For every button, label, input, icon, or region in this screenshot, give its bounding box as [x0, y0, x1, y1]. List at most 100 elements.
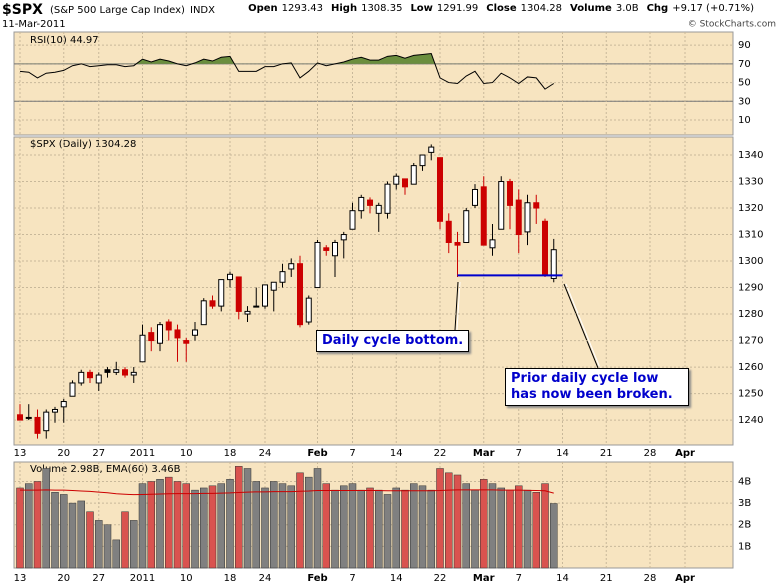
candle-body	[445, 220, 452, 243]
quote-value: +9.17 (+0.71%)	[672, 3, 754, 14]
volume-bar	[235, 466, 243, 569]
volume-bar	[112, 539, 120, 569]
candle-body	[209, 300, 216, 307]
candle-body	[148, 332, 155, 342]
candle-body	[498, 181, 505, 230]
rsi-line	[19, 52, 555, 90]
volume-bar	[121, 511, 129, 569]
candle-body	[297, 263, 303, 326]
y-tick-label: 1260	[738, 362, 763, 373]
candle-body	[17, 414, 23, 421]
x-tick-label: 14	[556, 448, 569, 459]
candle-body	[218, 279, 225, 307]
candle-body	[139, 334, 146, 363]
x-tick-label: Feb	[307, 448, 327, 459]
volume-bar	[453, 474, 462, 569]
x-tick-label: 14	[556, 573, 569, 584]
y-tick-label: 1290	[738, 283, 763, 294]
candle-body	[52, 408, 58, 413]
candle-body	[480, 186, 487, 246]
quote-value: 1293.43	[281, 3, 323, 14]
candle-body	[192, 329, 198, 336]
x-tick-label: 13	[14, 448, 27, 459]
candle-body	[542, 220, 548, 275]
volume-bar	[103, 524, 112, 569]
ema-line	[20, 489, 554, 496]
volume-bar	[418, 485, 427, 569]
x-tick-label: Mar	[473, 573, 495, 584]
candle-body	[454, 241, 461, 246]
x-tick-label: 21	[600, 448, 613, 459]
candle-body	[34, 416, 41, 434]
volume-bar	[278, 483, 287, 569]
y-tick-label: 1250	[738, 389, 763, 400]
candle-body	[367, 199, 373, 206]
volume-bar	[357, 489, 365, 569]
x-tick-label: 14	[390, 573, 403, 584]
volume-bar	[130, 520, 138, 569]
volume-bar	[147, 481, 155, 569]
volume-bar	[322, 483, 330, 569]
x-tick-label: 7	[349, 573, 355, 584]
volume-bar	[515, 485, 523, 569]
volume-bar	[42, 468, 50, 569]
candle-body	[533, 202, 540, 209]
volume-bar	[348, 483, 357, 569]
volume-bar	[270, 481, 278, 569]
volume-bar	[340, 485, 348, 569]
candle-body	[227, 273, 233, 281]
volume-label: Volume 2.98B, EMA(60) 3.46B	[30, 464, 181, 475]
candle-body	[60, 401, 67, 408]
pointer	[454, 281, 459, 331]
candle-body	[375, 204, 382, 214]
candle-body	[507, 181, 513, 206]
logo: © StockCharts.com	[688, 20, 776, 30]
x-tick-label: 10	[180, 448, 193, 459]
volume-bar	[436, 468, 444, 569]
exchange: INDX	[190, 5, 215, 16]
annotation: Daily cycle bottom.	[316, 330, 470, 352]
quote-label: Volume	[570, 3, 612, 14]
candle-body	[393, 175, 400, 185]
y-tick-label: 70	[738, 59, 751, 70]
volume-bar	[541, 483, 549, 569]
volume-bar	[313, 468, 322, 569]
y-tick-label: 4B	[738, 476, 751, 487]
x-tick-label: 22	[434, 573, 447, 584]
quote-value: 1308.35	[361, 3, 403, 14]
volume-bar	[33, 481, 42, 569]
y-tick-label: 30	[738, 96, 751, 107]
candle-body	[288, 263, 295, 270]
volume-bar	[226, 479, 234, 569]
volume-bar	[383, 494, 392, 569]
candle-body	[384, 183, 391, 214]
pointer	[565, 283, 601, 369]
volume-bar	[392, 487, 400, 569]
y-tick-label: 1240	[738, 415, 763, 426]
candle-body	[113, 369, 120, 373]
symbol: $SPX	[2, 2, 43, 18]
x-tick-label: 28	[644, 448, 657, 459]
volume-bar	[427, 489, 435, 569]
volume-bar	[331, 489, 339, 569]
volume-bar	[550, 503, 558, 569]
candle-body	[305, 297, 312, 323]
volume-bar	[488, 483, 497, 569]
volume-bar	[95, 520, 103, 569]
candle-body	[489, 239, 496, 249]
candle-body	[130, 371, 137, 376]
quote-value: 3.0B	[615, 3, 639, 14]
candle-body	[174, 329, 181, 339]
volume-bar	[208, 485, 217, 569]
candle-body	[314, 241, 321, 289]
candle-body	[78, 371, 85, 384]
x-tick-label: 18	[224, 448, 237, 459]
volume-bar	[191, 489, 199, 569]
y-tick-label: 3B	[738, 498, 751, 509]
x-tick-label: Mar	[473, 448, 495, 459]
candle-body	[262, 284, 268, 307]
pointer	[456, 281, 461, 331]
candle-body	[515, 199, 522, 236]
quote-label: High	[331, 3, 358, 14]
candle-body	[419, 154, 426, 167]
